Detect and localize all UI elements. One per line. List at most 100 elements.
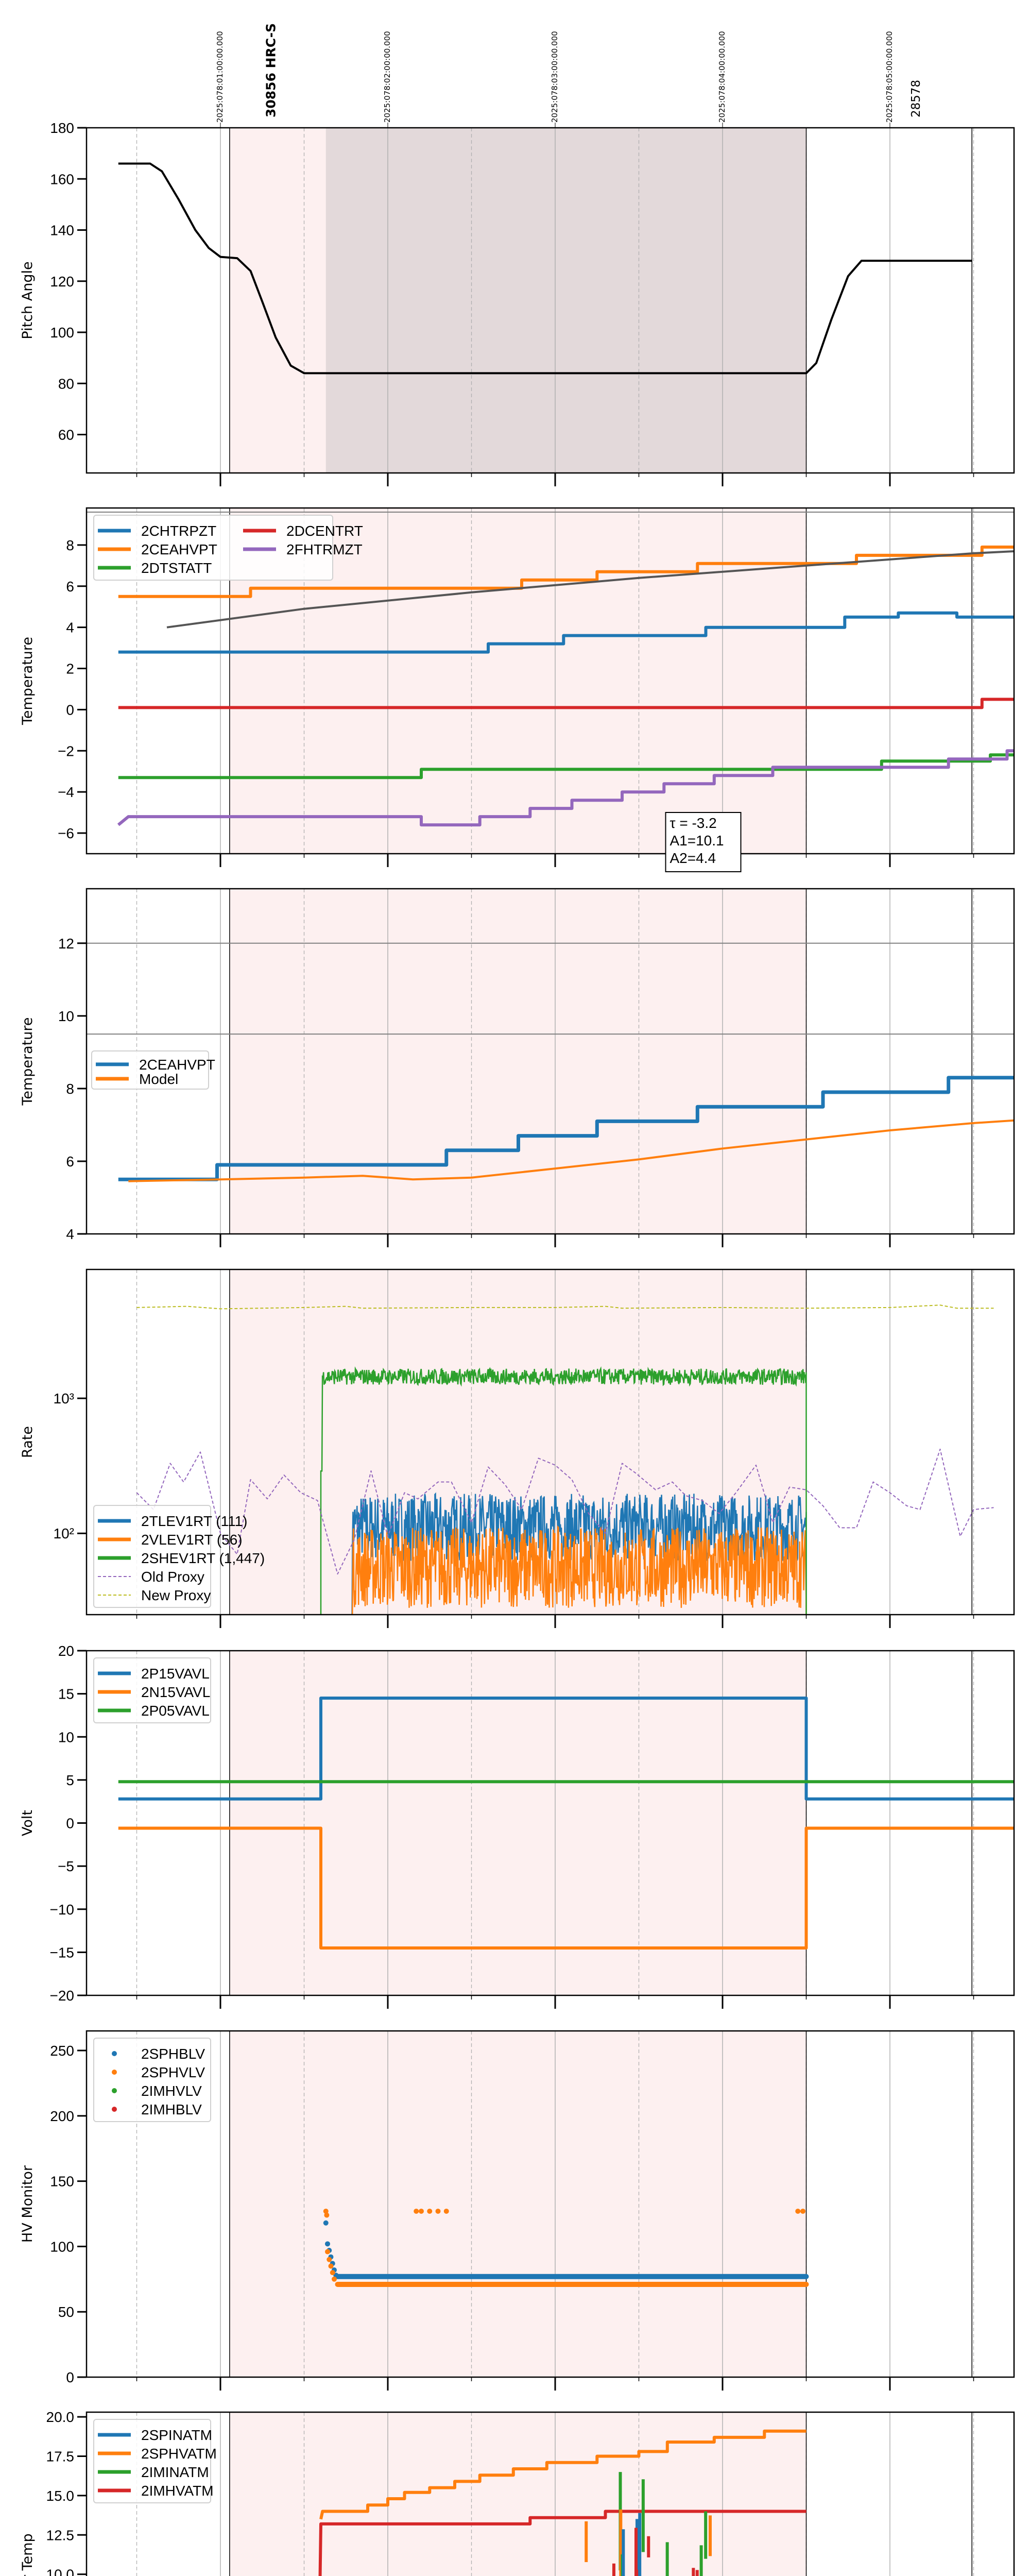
series-2SHEV1RT [320,1366,807,1615]
point-2SPHVLV [330,2270,335,2276]
plot-area [118,1076,1014,1182]
legend-label: 2SPINATM [141,2427,212,2443]
y-tick-label: 6 [66,579,74,595]
panel-2: −6 −4 −2 0 2 4 6 8 Temperature 2CHTRPZT 2CEAHVPT 2D… [20,507,1015,872]
y-tick-label: 8 [66,1081,74,1097]
panel-4: 10² 10³ Rate 2TLEV1RT (111) 2VLEV1RT (56) 2SH… [20,1268,1015,1628]
y-axis-label: Detector Temp [20,2533,36,2576]
y-tick-label: 0 [66,702,74,718]
series-Model [128,1119,1014,1182]
y-axis-label: HV Monitor [20,2165,36,2243]
legend-marker [112,2070,117,2075]
y-tick-label: 100 [50,325,74,341]
point-2SPHVLV [325,2249,330,2255]
y-tick-label: −2 [58,743,74,759]
series-Old Proxy [136,1448,994,1575]
y-tick-label: 20 [58,1643,74,1659]
annotation-text: τ = -3.2 [670,815,717,831]
y-axis-label: Rate [20,1426,36,1458]
point-2SPHVLV [419,2208,424,2214]
series-2FHTRMZT [117,749,1014,827]
panel-7: 0.02.55.07.510.012.515.017.520.0Detector… [20,2409,1015,2576]
legend: 2SPHBLV 2SPHVLV 2IMHVLV 2IMHBLV [93,2038,211,2122]
y-tick-label: 4 [66,620,74,636]
y-axis-label: Pitch Angle [20,261,36,339]
time-marker-label: 2025:078:03:00:00.000 [550,31,559,123]
y-axis-label: Volt [20,1810,36,1836]
annotation-box [665,812,742,872]
annotation-text: A2=4.4 [670,850,716,866]
legend-label: 2TLEV1RT (111) [141,1513,247,1529]
y-tick-label: 15.0 [46,2488,75,2504]
y-tick-label: 250 [50,2043,74,2059]
legend-box [93,1505,211,1608]
point-2SPHVLV [328,2263,334,2269]
axes-frame [85,2030,1015,2378]
panel-1: 60 80 100 120 140 160 180 Pitch Angle [20,120,1015,486]
legend-label: 2DTSTATT [141,560,212,576]
series-2N15VAVL [118,1826,1014,1950]
plot-area [136,1304,994,1615]
y-tick-label: 140 [50,223,74,239]
legend-marker [112,2107,117,2112]
y-tick-label: 10 [58,1729,74,1745]
legend: 2SPINATM 2SPHVATM 2IMINATM 2IMHVATM [93,2419,217,2503]
legend: 2TLEV1RT (111) 2VLEV1RT (56) 2SHEV1RT (1,4… [93,1505,265,1608]
y-tick-label: 17.5 [46,2449,75,2465]
dark-shade [325,128,806,473]
plot-area [117,545,1014,827]
y-axis-label: Temperature [20,1017,36,1106]
legend-label: 2CHTRPZT [141,523,216,539]
obsid-label: 30856 HRC-S [264,23,279,117]
legend-label: 2SHEV1RT (1,447) [141,1550,265,1566]
y-tick-label: 0 [66,1816,74,1832]
y-tick-label: 10² [54,1526,74,1541]
plot-area [118,1697,1014,1950]
series-New Proxy [136,1304,994,1310]
obs-shade [229,2031,806,2377]
legend-label: 2IMINATM [141,2464,209,2480]
series-2IMHVATM [318,2510,806,2576]
point-2SPHVLV [443,2208,449,2214]
y-tick-label: 180 [50,120,74,136]
series-2CEAHVPT [118,1076,1014,1181]
legend-box [93,2038,211,2122]
y-tick-label: −10 [50,1902,75,1918]
legend-box [93,2419,211,2503]
legend-label: New Proxy [141,1587,211,1603]
y-tick-label: 10.0 [46,2567,75,2576]
axes-frame [85,888,1015,1235]
y-tick-label: 120 [50,274,74,290]
panel-5: −20−15−10−505101520Volt2P15VAVL2N15VAVL2… [20,1643,1015,2009]
point-2SPHBLV [325,2241,330,2247]
legend-label: 2CEAHVPT [141,541,217,557]
time-marker-label: 2025:078:01:00:00.000 [215,31,225,123]
y-tick-label: 10³ [54,1391,74,1406]
legend-label: 2IMHVATM [141,2483,214,2499]
plot-area [323,2208,809,2287]
y-tick-label: −6 [58,825,74,841]
legend-label: 2P05VAVL [141,1703,210,1719]
point-2SPHVLV [332,2276,337,2282]
legend-label: 2IMHBLV [141,2102,202,2117]
time-marker-label: 2025:078:02:00:00.000 [383,31,392,123]
y-tick-label: 160 [50,171,74,187]
y-tick-label: −15 [50,1944,75,1960]
y-tick-label: −20 [50,1988,75,2004]
series-2CHTRPZT [118,611,1014,654]
legend-label: 2DCENTRT [286,523,363,539]
legend-label: 2IMHVLV [141,2083,202,2099]
legend-label: 2SPHBLV [141,2046,205,2062]
plot-area [318,2429,806,2576]
y-tick-label: 12.5 [46,2527,75,2543]
point-2SPHVLV [800,2208,805,2214]
legend-label: 2N15VAVL [141,1684,210,1700]
series-Pitch [118,162,972,375]
y-tick-label: 100 [50,2239,74,2255]
point-2SPHVLV [435,2208,441,2214]
y-tick-label: 150 [50,2174,74,2190]
axes-frame [85,507,1015,855]
